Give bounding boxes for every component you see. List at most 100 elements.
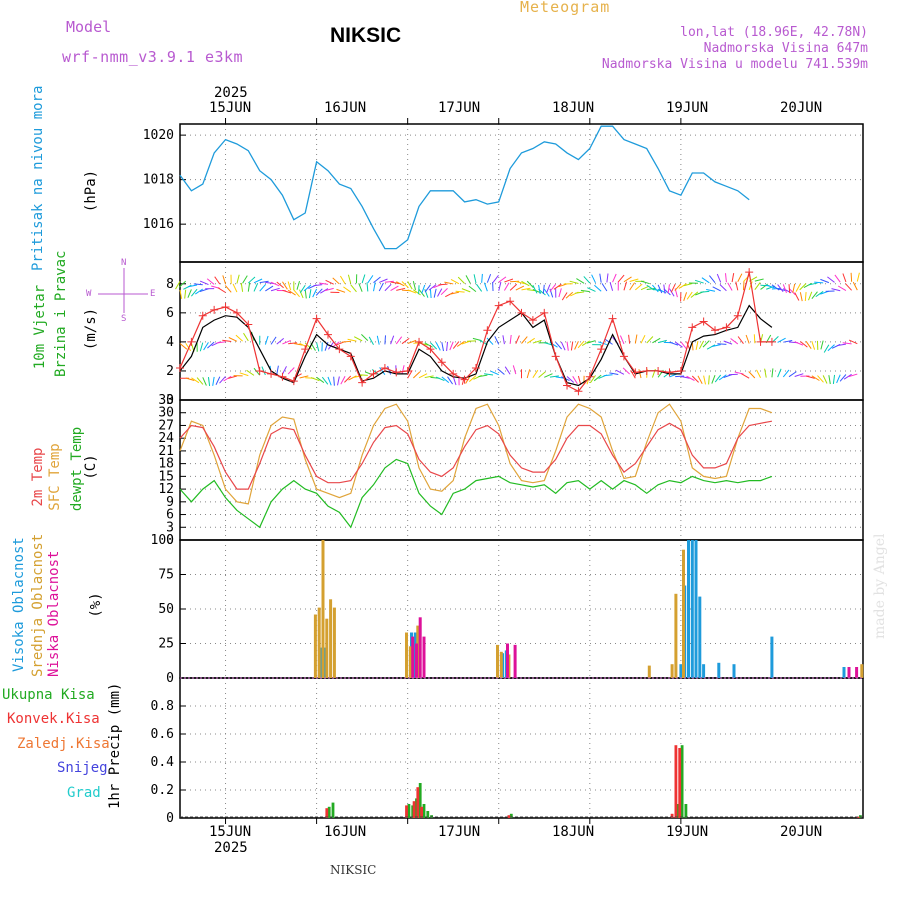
- wind-barb: [737, 336, 744, 345]
- wind-barb: [771, 284, 780, 291]
- wind-barb: [421, 284, 426, 294]
- wind-gust-marker: [437, 358, 446, 367]
- wind-barb: [566, 341, 569, 351]
- wind-barb: [296, 280, 301, 290]
- wind-barb: [555, 376, 565, 379]
- panel-frame: [179, 399, 864, 541]
- wind-barb: [804, 292, 807, 302]
- wind-barb: [199, 280, 209, 286]
- y-tick-label: 2: [166, 364, 174, 379]
- wind-gust-marker: [187, 337, 196, 346]
- wind-barb: [842, 273, 847, 283]
- wind-barb: [187, 289, 192, 298]
- wind-barb: [675, 375, 685, 378]
- wind-gust-marker: [323, 330, 332, 339]
- wind-barb: [276, 281, 284, 289]
- wind-barb: [795, 283, 801, 292]
- wind-barb: [716, 273, 722, 283]
- wind-barb: [646, 336, 654, 344]
- wind-barb: [437, 288, 443, 297]
- wind-barb: [483, 282, 488, 292]
- wind-barb: [413, 371, 421, 379]
- wind-barb: [737, 273, 743, 282]
- cloud-bar: [732, 664, 736, 678]
- wind-barb: [236, 274, 240, 284]
- wind-barb: [486, 274, 492, 283]
- wind-barb: [188, 284, 198, 288]
- wind-barb: [492, 274, 499, 283]
- y-tick-label: 30: [158, 406, 174, 421]
- wind-gust-marker: [483, 326, 492, 335]
- wind-barb: [353, 375, 363, 378]
- wind-gust-marker: [608, 314, 617, 323]
- wind-barb: [820, 278, 830, 284]
- wind-barb: [691, 375, 699, 383]
- y-tick-label: 3: [166, 520, 174, 535]
- cloud-bar: [647, 665, 651, 678]
- wind-barb: [191, 377, 200, 384]
- wind-barb: [325, 279, 334, 285]
- y-tick-label: 9: [166, 495, 174, 510]
- wind-barb: [368, 336, 374, 346]
- wind-barb: [246, 369, 255, 376]
- wind-barb: [219, 376, 226, 384]
- model-elevation-label: Nadmorska Visina u modelu 741.539m: [601, 57, 868, 72]
- coords-label: lon,lat (18.96E, 42.78N): [680, 25, 868, 40]
- precip-total-bar: [407, 804, 411, 818]
- wind-barb: [282, 339, 291, 345]
- wind-barb: [315, 288, 323, 296]
- wind-gust-marker: [392, 368, 401, 377]
- wind-barb: [175, 281, 181, 290]
- wind-barb: [544, 373, 553, 378]
- wind-barb: [450, 278, 460, 285]
- wind-barb: [509, 334, 512, 344]
- wind-barb: [199, 288, 209, 292]
- wind-barb: [723, 340, 733, 345]
- y-tick-label: 6: [166, 306, 174, 321]
- wind-barb: [270, 287, 280, 292]
- wind-barb: [663, 284, 666, 294]
- wind-barb: [497, 368, 505, 375]
- wind-barb: [561, 292, 568, 301]
- wind-barb: [794, 341, 804, 346]
- wind-barb: [444, 281, 454, 285]
- wind-barb: [727, 282, 733, 291]
- y-tick-label: 0: [166, 533, 174, 548]
- wind-barb: [324, 287, 334, 292]
- wind-barb: [276, 338, 285, 345]
- wind-barb: [683, 292, 688, 301]
- cloud-bar: [325, 618, 329, 678]
- cloud-bar: [321, 540, 325, 678]
- wind-barb: [203, 342, 209, 351]
- wind-barb: [852, 281, 858, 291]
- wind-barb: [640, 334, 646, 344]
- wind-barb: [185, 342, 192, 352]
- wind-gust-marker: [733, 311, 742, 320]
- wind-barb: [264, 335, 269, 345]
- cloud-bar: [698, 596, 702, 678]
- wind-barb: [390, 285, 399, 291]
- dewpoint-line: [179, 458, 773, 529]
- wind-barb: [635, 283, 643, 291]
- wind-barb: [805, 341, 812, 349]
- wind-barb: [498, 281, 502, 291]
- wind-barb: [452, 376, 457, 386]
- wind-barb: [686, 291, 693, 300]
- wind-barb: [783, 340, 793, 343]
- precip-total-bar: [331, 802, 335, 818]
- wind-barb: [475, 283, 483, 292]
- wind-gust-marker: [255, 366, 264, 375]
- wind-barb: [788, 288, 796, 296]
- wind-barb: [594, 284, 602, 292]
- wind-barb: [657, 284, 663, 294]
- cloud-bar: [411, 636, 415, 678]
- wind-barb: [521, 287, 531, 291]
- wind-barb: [678, 283, 687, 289]
- wind-gust-marker: [711, 326, 720, 335]
- y-tick-label: 0.4: [151, 755, 175, 770]
- y-tick-label: 1018: [143, 173, 174, 188]
- wind-barb: [538, 371, 546, 378]
- y-tick-label: 21: [158, 444, 174, 459]
- wind-gust-marker: [426, 345, 435, 354]
